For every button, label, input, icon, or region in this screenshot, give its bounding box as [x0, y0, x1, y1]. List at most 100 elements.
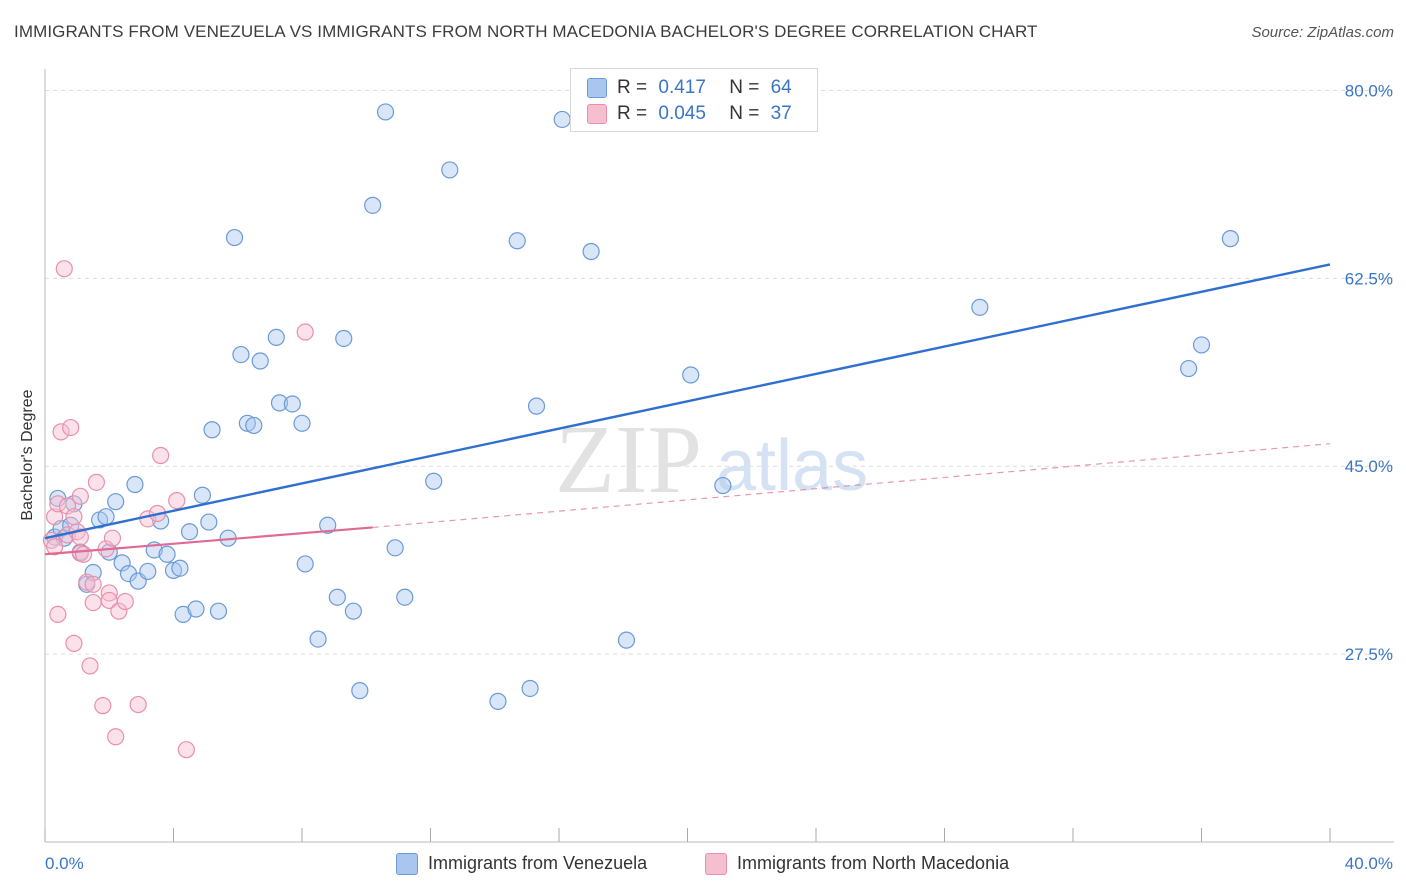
venezuela-point [344, 602, 362, 620]
venezuela-point [139, 562, 157, 581]
venezuela-point [1192, 336, 1211, 354]
legend-n-label: N = [729, 103, 760, 124]
north-macedonia-point [116, 592, 134, 611]
axes [44, 69, 1394, 843]
venezuela-point [376, 103, 395, 121]
legend-swatch-blue [587, 78, 607, 98]
north-macedonia-point [296, 323, 314, 341]
y-tick-label: 45.0% [1345, 457, 1393, 476]
legend-n-label: N = [729, 77, 760, 98]
north-macedonia-point [46, 538, 64, 556]
north-macedonia-point [71, 487, 89, 505]
north-macedonia-point [65, 634, 83, 652]
venezuela-point [84, 563, 102, 582]
venezuela-point [553, 110, 571, 129]
north-macedonia-point [177, 741, 195, 759]
bottom-legend-label: Immigrants from North Macedonia [737, 853, 1010, 873]
north-macedonia-point [78, 573, 96, 591]
venezuela-point [351, 682, 369, 700]
venezuela-point [238, 414, 256, 432]
venezuela-point [386, 539, 404, 557]
north-macedonia-point [49, 605, 67, 623]
bottom-legend-swatch-pink [705, 853, 727, 875]
venezuela-point [97, 508, 115, 526]
venezuela-point [232, 345, 250, 364]
north-macedonia-point [103, 529, 122, 547]
venezuela-point [508, 232, 526, 250]
venezuela-point [193, 486, 212, 504]
y-axis-label: Bachelor's Degree [19, 389, 36, 521]
x-tick-label: 0.0% [45, 854, 84, 873]
venezuela-point [200, 513, 218, 531]
venezuela-trend-line [44, 263, 1331, 540]
north-macedonia-point [58, 497, 77, 515]
north-macedonia-point [52, 423, 70, 441]
legend-r-label: R = [617, 77, 648, 98]
north-macedonia-trend-line [44, 526, 373, 556]
venezuela-point [425, 472, 443, 490]
venezuela-point [335, 329, 353, 348]
north-macedonia-point [84, 593, 102, 612]
venezuela-point [158, 545, 176, 563]
north-macedonia-point [46, 508, 64, 526]
venezuela-point [187, 600, 205, 618]
venezuela-point [164, 561, 183, 579]
north-macedonia-point [62, 418, 80, 437]
venezuela-point [319, 516, 337, 534]
y-tick-label: 80.0% [1345, 81, 1393, 100]
venezuela-point [1221, 230, 1240, 248]
venezuela-point [521, 679, 539, 698]
venezuela-point [174, 605, 192, 623]
venezuela-point [107, 493, 125, 511]
venezuela-point [682, 366, 700, 384]
legend-n-value: 64 [770, 77, 792, 98]
venezuela-point [126, 475, 144, 494]
x-tick-label: 40.0% [1345, 854, 1393, 873]
north-macedonia-point [107, 728, 125, 746]
watermark-zip: ZIP [555, 406, 702, 514]
north-macedonia-point [65, 508, 83, 526]
venezuela-point [225, 228, 244, 247]
north-macedonia-point [129, 695, 147, 714]
venezuela-point [283, 395, 301, 413]
north-macedonia-point [110, 602, 128, 620]
north-macedonia-point [55, 260, 73, 278]
north-macedonia-point [87, 473, 106, 491]
venezuela-point [582, 242, 600, 261]
venezuela-point [364, 196, 382, 214]
legend-swatch-pink [587, 104, 607, 124]
trend-lines [44, 263, 1331, 556]
venezuela-point [113, 554, 131, 572]
north-macedonia-point [74, 545, 93, 563]
venezuela-point [293, 414, 311, 432]
chart-title: IMMIGRANTS FROM VENEZUELA VS IMMIGRANTS … [14, 22, 1038, 41]
y-tick-label: 27.5% [1345, 645, 1393, 664]
north-macedonia-point [84, 575, 102, 593]
source-label: Source: ZipAtlas.com [1251, 24, 1394, 41]
venezuela-point [245, 416, 263, 435]
venezuela-point [171, 559, 189, 577]
venezuela-point [489, 692, 507, 710]
venezuela-point [309, 630, 327, 648]
venezuela-point [617, 631, 636, 649]
north-macedonia-point [94, 697, 112, 715]
venezuela-point [527, 397, 546, 415]
venezuela-point [714, 476, 732, 495]
venezuela-point [396, 588, 414, 606]
north-macedonia-point [81, 657, 99, 675]
venezuela-point [270, 394, 289, 412]
venezuela-point [296, 555, 314, 573]
y-tick-label: 62.5% [1345, 269, 1393, 288]
north-macedonia-point [168, 491, 186, 510]
venezuela-point [971, 298, 989, 316]
north-macedonia-point [152, 446, 170, 465]
correlation-legend: R = 0.417 N = 64 R = 0.045 N = 37 [570, 68, 818, 132]
venezuela-point [441, 161, 459, 179]
watermark: ZIP atlas [555, 406, 868, 514]
data-points [42, 103, 1240, 759]
bottom-legend-swatch-blue [396, 853, 418, 875]
legend-r-label: R = [617, 103, 648, 124]
legend-n-value: 37 [770, 103, 792, 124]
venezuela-point [203, 421, 221, 439]
